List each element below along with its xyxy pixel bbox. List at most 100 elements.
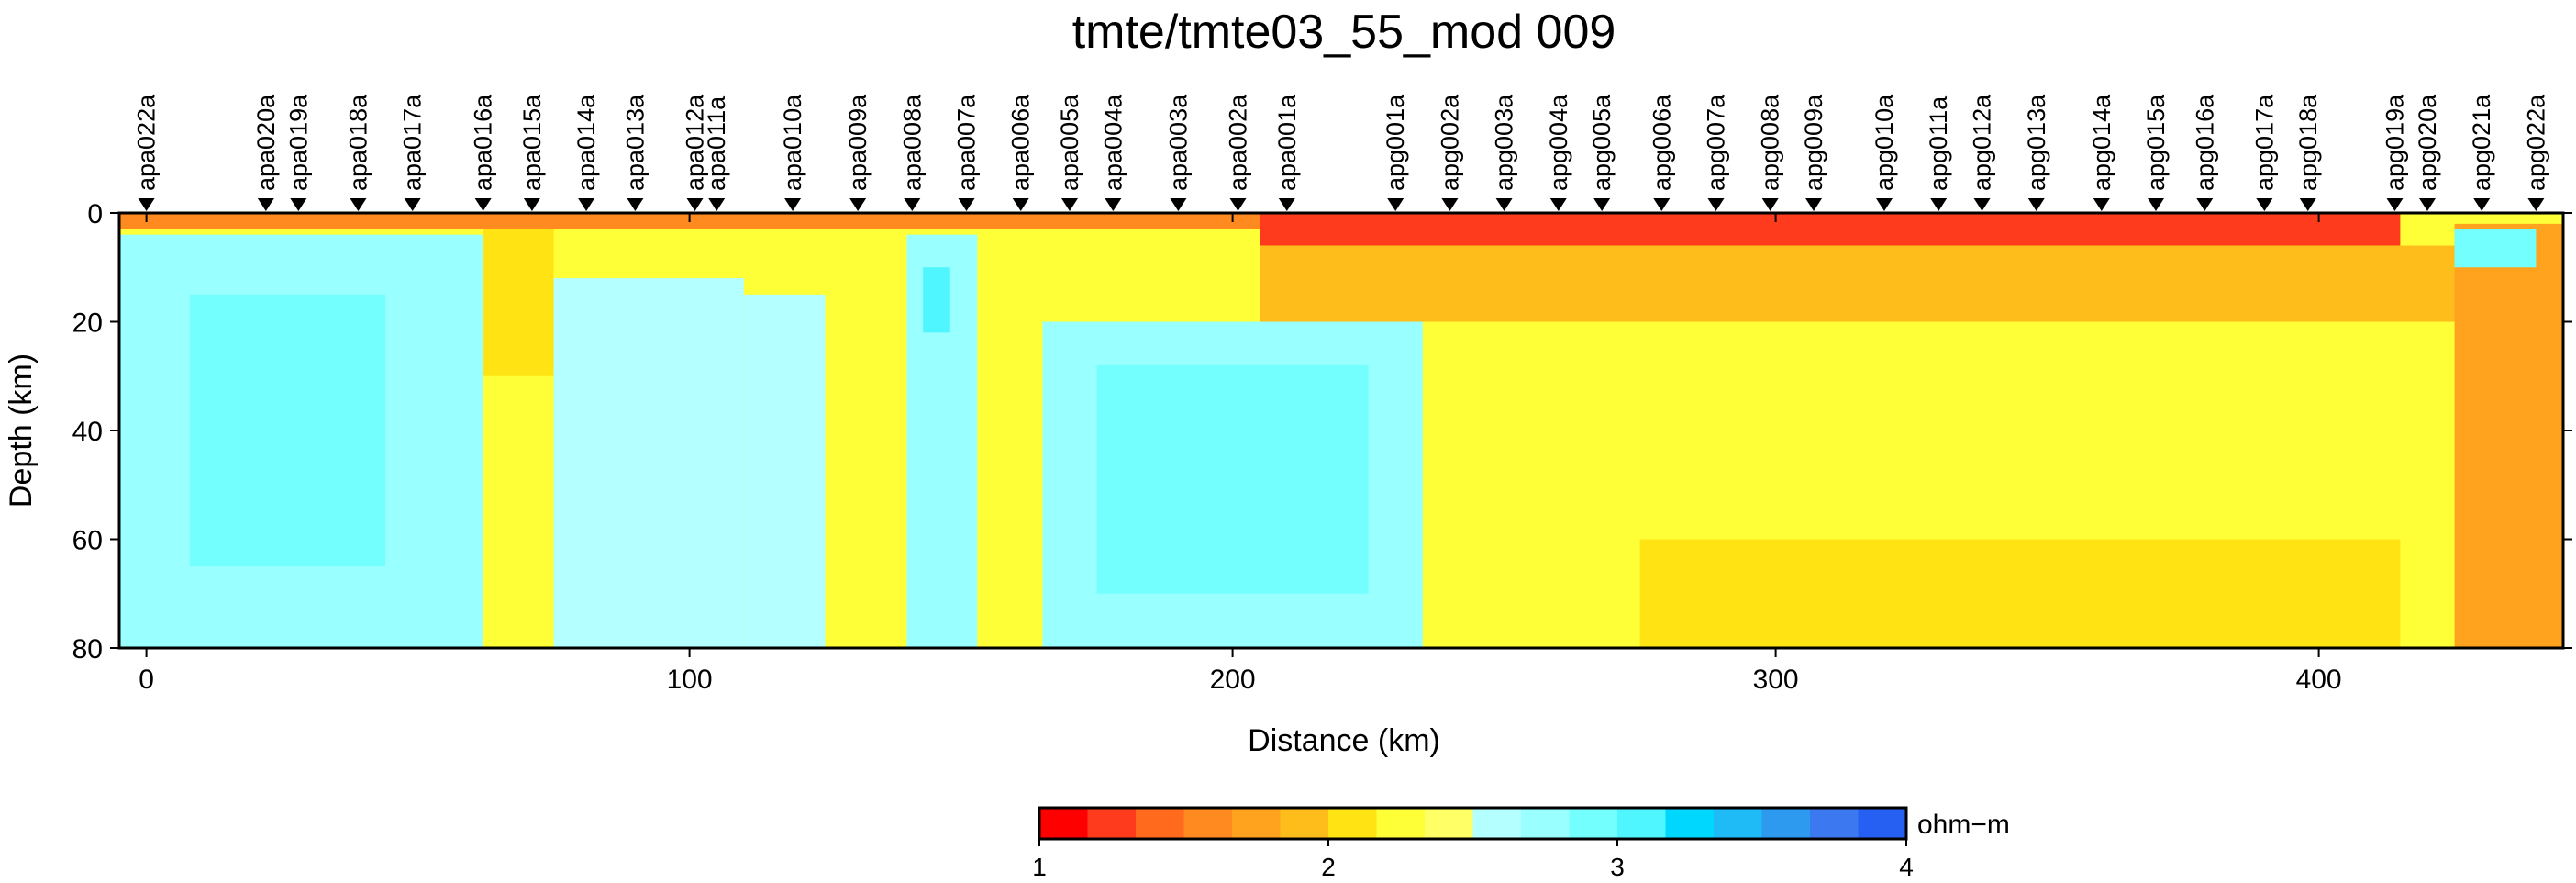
station-label: apa008a xyxy=(898,94,926,191)
colorbar-swatch xyxy=(1858,808,1907,839)
station-label: apg003a xyxy=(1491,94,1518,191)
station-label: apg002a xyxy=(1436,94,1463,191)
station-marker-icon xyxy=(904,198,921,211)
station-label: apg018a xyxy=(2294,94,2322,191)
station-marker-icon xyxy=(474,198,492,211)
resistivity-cell xyxy=(483,229,554,376)
station-marker-icon xyxy=(1653,198,1671,211)
station-label: apg014a xyxy=(2088,94,2115,191)
station-label: apg020a xyxy=(2414,94,2441,191)
station-label: apg017a xyxy=(2250,94,2278,191)
station-label: apg016a xyxy=(2191,94,2218,191)
x-tick-label: 100 xyxy=(667,665,713,695)
station-label: apg006a xyxy=(1648,94,1675,191)
station-marker-icon xyxy=(1170,198,1187,211)
station-marker-icon xyxy=(686,198,704,211)
station-label: apa020a xyxy=(252,94,280,191)
station-marker-icon xyxy=(958,198,975,211)
station-marker-icon xyxy=(1387,198,1405,211)
station-label: apa016a xyxy=(470,94,497,191)
station-label: apg001a xyxy=(1382,94,1409,191)
resistivity-cell xyxy=(1205,386,1260,486)
colorbar-swatch xyxy=(1232,808,1281,839)
resistivity-cell xyxy=(1260,245,2563,322)
station-marker-icon xyxy=(2196,198,2214,211)
x-tick-label: 300 xyxy=(1753,665,1799,695)
colorbar-frame xyxy=(1038,806,1908,841)
colorbar-swatch xyxy=(1521,808,1570,839)
colorbar-swatch xyxy=(1376,808,1426,839)
station-label: apa022a xyxy=(133,94,161,191)
station-marker-icon xyxy=(290,198,307,211)
station-marker-icon xyxy=(257,198,274,211)
station-marker-icon xyxy=(2527,198,2545,211)
station-marker-icon xyxy=(1061,198,1078,211)
station-label: apg009a xyxy=(1800,94,1827,191)
station-marker-icon xyxy=(1229,198,1247,211)
station-label: apg010a xyxy=(1871,94,1898,191)
axes: 0 100 200 300 400 0 20 40 60 80 xyxy=(72,199,2572,695)
colorbar-swatch xyxy=(1328,808,1377,839)
y-tick-label: 60 xyxy=(72,526,103,556)
resistivity-cell xyxy=(2454,223,2563,648)
station-marker-icon xyxy=(523,198,540,211)
colorbar-swatch xyxy=(1761,808,1811,839)
station-marker-icon xyxy=(849,198,867,211)
station-label: apg005a xyxy=(1588,94,1616,191)
station-label: apa005a xyxy=(1056,94,1083,191)
station-marker-icon xyxy=(2299,198,2316,211)
station-label: apa003a xyxy=(1164,94,1192,191)
x-tick-label: 400 xyxy=(2296,665,2342,695)
station-label: apa014a xyxy=(572,94,600,191)
station-label: apa001a xyxy=(1273,94,1301,191)
station-marker-icon xyxy=(1495,198,1513,211)
station-marker-icon xyxy=(2419,198,2436,211)
resistivity-cell xyxy=(189,294,386,567)
colorbar-swatch xyxy=(1665,808,1715,839)
station-label: apg012a xyxy=(1969,94,1996,191)
station-label: apa012a xyxy=(682,94,709,191)
resistivity-cell xyxy=(923,267,950,333)
station-marker-icon xyxy=(1278,198,1295,211)
colorbar-swatch xyxy=(1280,808,1329,839)
station-label: apg008a xyxy=(1757,94,1784,191)
station-label: apg011a xyxy=(1925,95,1952,191)
station-label: apa015a xyxy=(518,94,546,191)
colorbar: 1 2 3 4 xyxy=(1032,806,1914,881)
colorbar-unit-label: ohm−m xyxy=(1917,810,2010,840)
station-marker-icon xyxy=(404,198,421,211)
station-marker-icon xyxy=(2473,198,2491,211)
station-label: apa013a xyxy=(621,94,649,191)
station-marker-icon xyxy=(1930,198,1948,211)
station-marker-icon xyxy=(1549,198,1567,211)
y-tick-label: 80 xyxy=(72,634,103,665)
station-label: apa002a xyxy=(1225,94,1252,191)
resistivity-cell xyxy=(1639,539,2401,648)
y-tick-label: 40 xyxy=(72,417,103,447)
station-marker-icon xyxy=(2256,198,2273,211)
colorbar-tick-label: 2 xyxy=(1321,853,1336,881)
colorbar-swatch xyxy=(1136,808,1184,839)
resistivity-cell xyxy=(1260,213,2401,246)
colorbar-swatch xyxy=(1039,808,1088,839)
colorbar-swatch xyxy=(1183,808,1233,839)
station-marker-icon xyxy=(2093,198,2110,211)
resistivity-cell xyxy=(743,294,826,648)
station-markers: apa022a apa020a apa019a apa018a apa017a apa01… xyxy=(133,94,2549,211)
plot-area xyxy=(119,213,2563,648)
station-marker-icon xyxy=(1012,198,1029,211)
station-marker-icon xyxy=(578,198,595,211)
station-marker-icon xyxy=(627,198,644,211)
x-tick-label: 0 xyxy=(139,665,154,695)
station-marker-icon xyxy=(2148,198,2164,211)
resistivity-cell xyxy=(2454,229,2537,268)
station-marker-icon xyxy=(1441,198,1459,211)
station-marker-icon xyxy=(1973,198,1991,211)
colorbar-tick-label: 3 xyxy=(1610,853,1625,881)
colorbar-swatch xyxy=(1472,808,1522,839)
station-label: apa019a xyxy=(284,94,312,191)
station-label: apa006a xyxy=(1007,94,1035,191)
station-marker-icon xyxy=(784,198,802,211)
station-label: apa018a xyxy=(344,94,372,191)
colorbar-tick-label: 4 xyxy=(1899,853,1914,881)
